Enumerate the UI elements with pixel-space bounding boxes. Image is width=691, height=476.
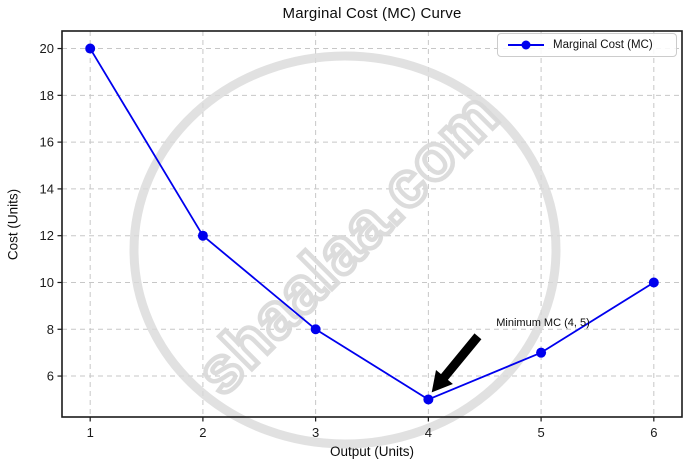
y-tick-label: 8 — [47, 322, 54, 337]
y-tick-label: 12 — [40, 228, 54, 243]
y-tick-label: 14 — [40, 181, 54, 196]
x-tick-label: 3 — [312, 425, 319, 440]
series-marker — [85, 43, 96, 54]
annotation-arrow — [431, 333, 482, 393]
chart-title: Marginal Cost (MC) Curve — [282, 5, 462, 22]
x-tick-label: 5 — [537, 425, 544, 440]
annotation-text: Minimum MC (4, 5) — [496, 317, 590, 329]
x-tick-label: 6 — [650, 425, 657, 440]
y-tick-label: 6 — [47, 369, 54, 384]
y-tick-label: 20 — [40, 41, 54, 56]
series-line — [89, 48, 655, 401]
series-marker — [197, 230, 208, 241]
y-tick-label: 18 — [40, 88, 54, 103]
series-marker — [423, 394, 434, 405]
y-tick-label: 16 — [40, 135, 54, 150]
x-tick-label: 4 — [425, 425, 432, 440]
legend-label: Marginal Cost (MC) — [553, 39, 653, 51]
series-marker — [536, 347, 547, 358]
x-axis-label: Output (Units) — [329, 444, 415, 459]
x-tick-label: 1 — [87, 425, 94, 440]
y-tick-label: 10 — [40, 275, 54, 290]
y-axis-label: Cost (Units) — [5, 188, 21, 261]
watermark-circle — [129, 51, 561, 449]
series-marker — [310, 324, 321, 335]
legend-box: Marginal Cost (MC) — [497, 33, 677, 57]
series-marker — [648, 277, 659, 288]
legend-line-marker-icon — [508, 40, 544, 50]
x-tick-label: 2 — [199, 425, 206, 440]
plot-border — [61, 30, 683, 418]
